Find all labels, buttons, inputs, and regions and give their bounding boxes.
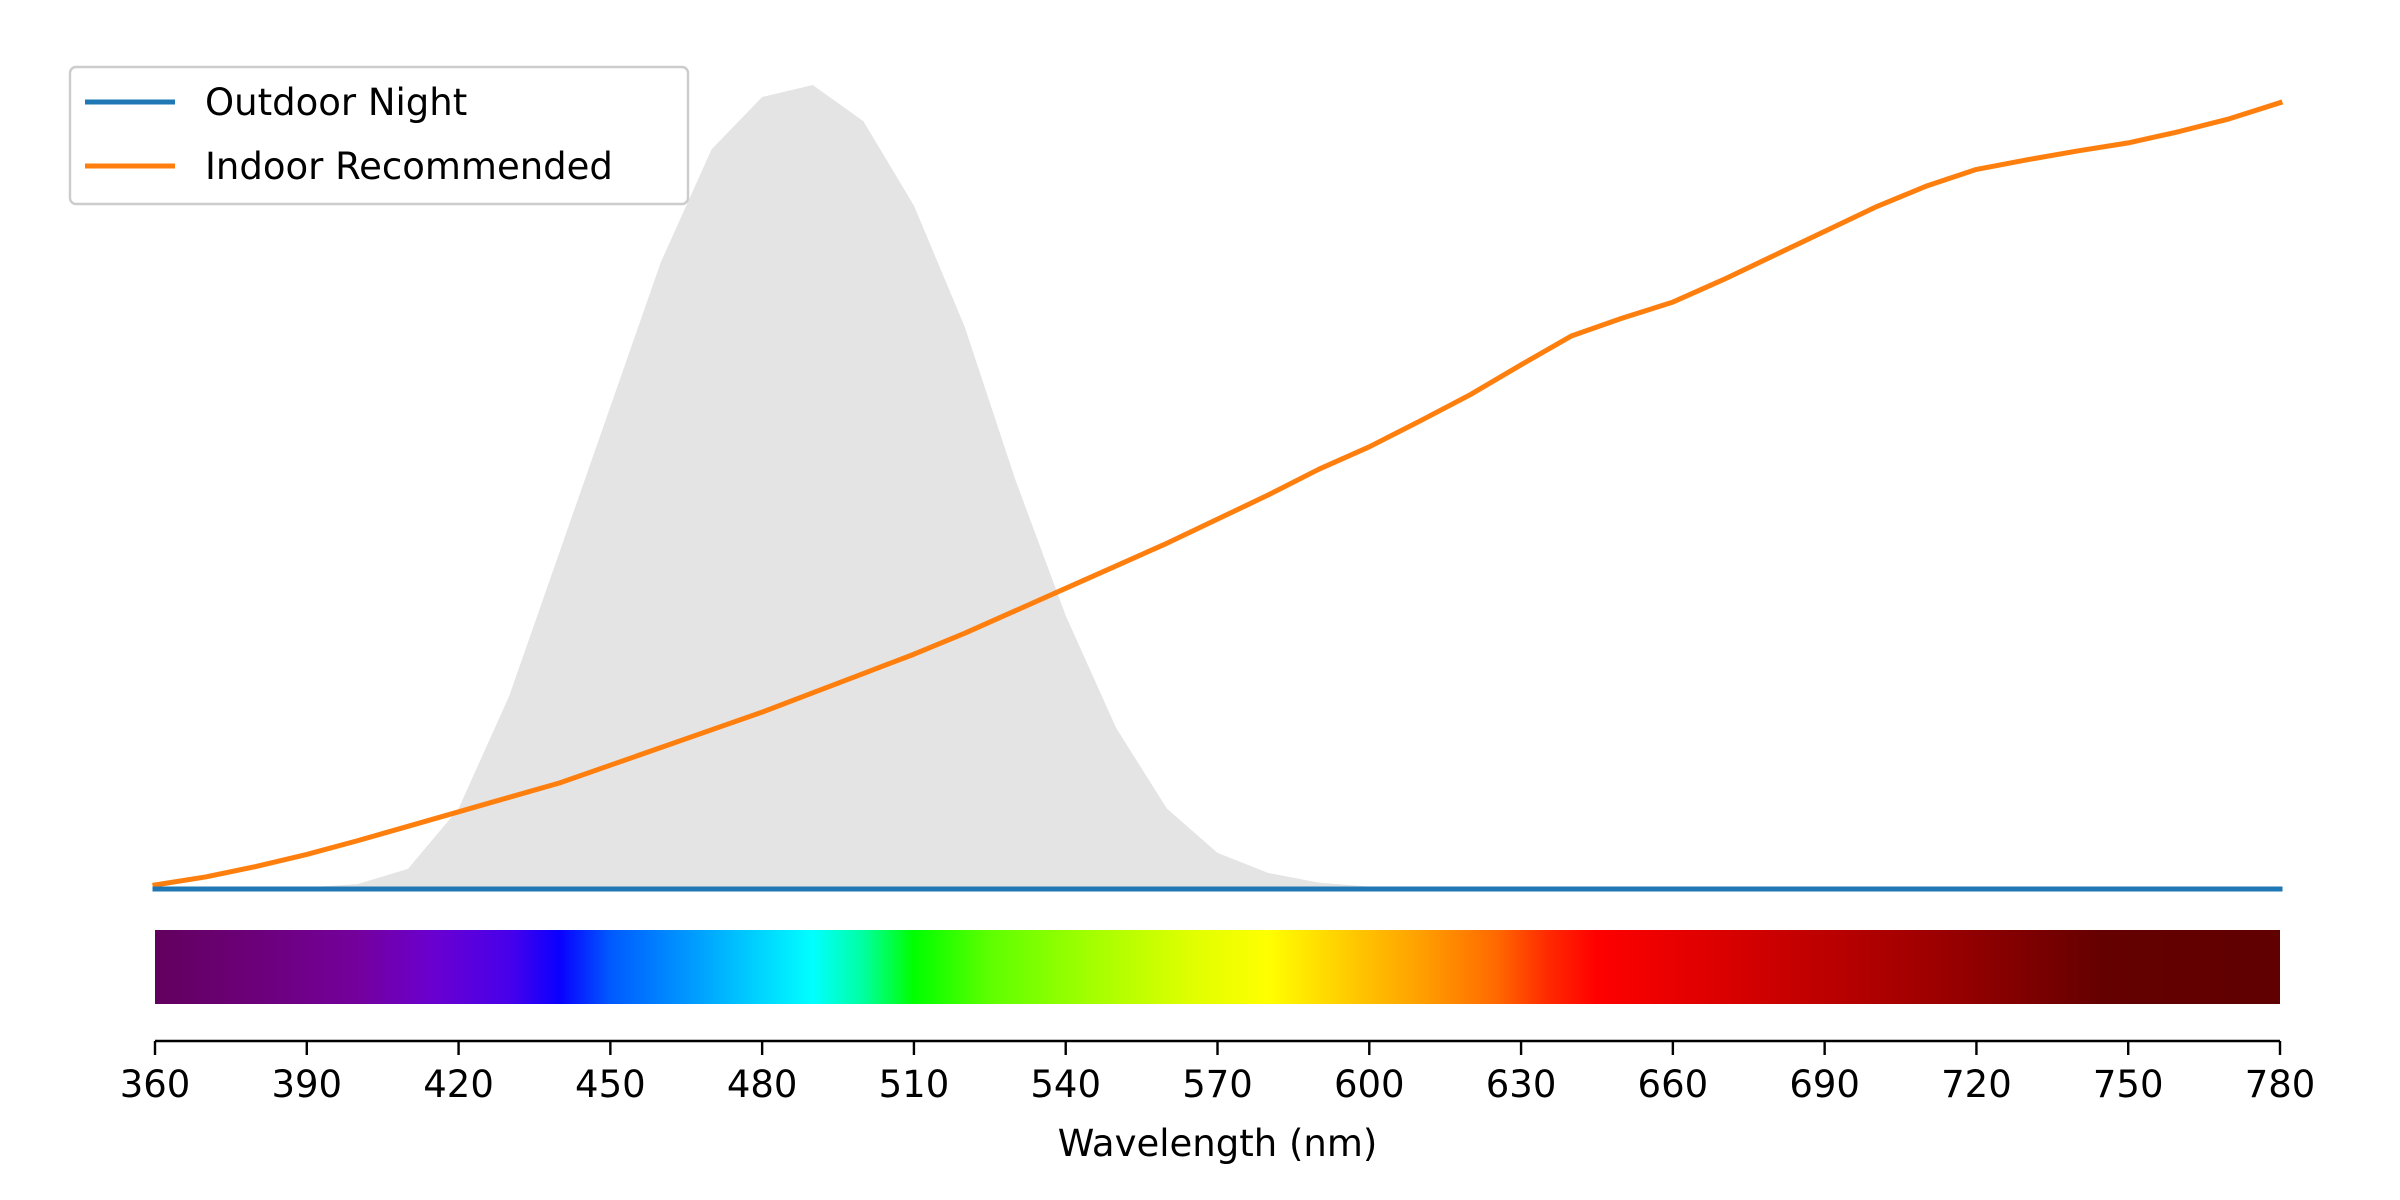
x-tick-label: 480	[727, 1063, 798, 1106]
plot-area	[152, 85, 2284, 892]
x-tick-label: 390	[271, 1063, 342, 1106]
x-tick-label: 420	[423, 1063, 494, 1106]
x-tick-label: 450	[575, 1063, 646, 1106]
sensitivity-area	[155, 85, 2280, 889]
x-axis-title: Wavelength (nm)	[1058, 1122, 1378, 1165]
x-tick-label: 660	[1638, 1063, 1709, 1106]
legend-entries: Outdoor Night Indoor Recommended	[85, 81, 613, 188]
x-tick-label: 780	[2245, 1063, 2316, 1106]
x-tick-label: 720	[1941, 1063, 2012, 1106]
x-tick-label: 600	[1334, 1063, 1405, 1106]
x-axis: 360 390 420 450 480 510 540 570 600 630 660 690 720 7…	[120, 1039, 2316, 1165]
legend-label: Indoor Recommended	[205, 145, 613, 188]
series-line-indoor-recommended	[152, 99, 2284, 888]
legend: Outdoor Night Indoor Recommended	[68, 65, 690, 206]
x-ticks: 360 390 420 450 480 510 540 570 600 630 660 690 720 7…	[120, 1041, 2316, 1106]
x-tick-label: 570	[1182, 1063, 1253, 1106]
x-tick-label: 510	[879, 1063, 950, 1106]
x-tick-label: 630	[1486, 1063, 1557, 1106]
legend-label: Outdoor Night	[205, 81, 467, 124]
x-tick-label: 360	[120, 1063, 191, 1106]
x-tick-label: 750	[2093, 1063, 2164, 1106]
series-layer	[152, 99, 2284, 892]
legend-box	[68, 65, 690, 206]
x-tick-label: 540	[1030, 1063, 1101, 1106]
spectrum-color-bar	[155, 930, 2280, 1004]
x-tick-label: 690	[1789, 1063, 1860, 1106]
